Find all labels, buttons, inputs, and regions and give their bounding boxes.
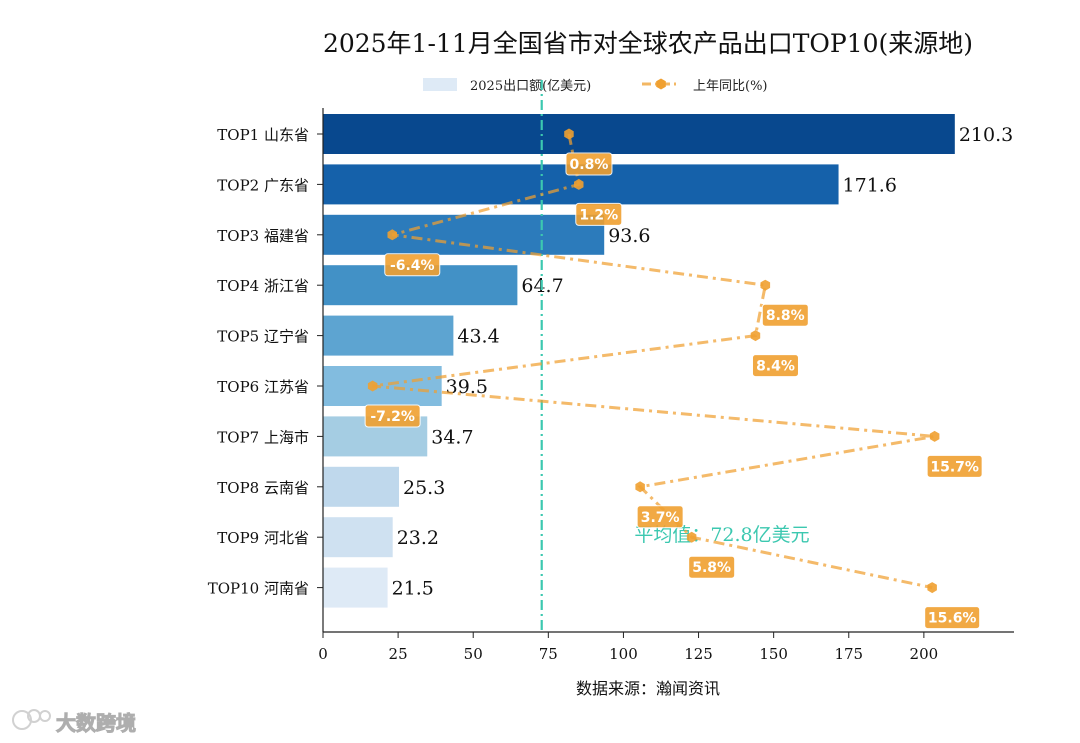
y-tick-label: TOP6 江苏省 bbox=[217, 378, 309, 396]
legend-label-yoy: 上年同比(%) bbox=[693, 79, 768, 94]
yoy-point bbox=[635, 481, 645, 493]
yoy-label-text: 3.7% bbox=[641, 510, 680, 526]
yoy-point bbox=[387, 229, 397, 241]
yoy-label-box bbox=[761, 303, 809, 327]
watermark: 大数跨境 bbox=[12, 709, 137, 736]
bar bbox=[323, 517, 393, 558]
x-tick-label: 0 bbox=[318, 645, 328, 663]
y-tick-label: TOP2 广东省 bbox=[217, 176, 309, 194]
bar bbox=[323, 567, 388, 608]
y-tick-label: TOP3 福建省 bbox=[217, 227, 309, 245]
yoy-line bbox=[372, 133, 935, 590]
average-label: 平均值：72.8亿美元 bbox=[634, 524, 809, 546]
y-tick-label: TOP1 山东省 bbox=[217, 126, 309, 144]
legend-label-export: 2025出口额(亿美元) bbox=[470, 79, 591, 94]
yoy-label-text: 0.8% bbox=[570, 157, 609, 173]
yoy-label: -7.2% bbox=[364, 404, 421, 428]
y-tick-label: TOP10 河南省 bbox=[208, 580, 309, 598]
yoy-label-box bbox=[751, 354, 799, 378]
bar-value-label: 34.7 bbox=[431, 426, 473, 448]
yoy-label: 8.8% bbox=[761, 303, 809, 327]
x-tick-label: 75 bbox=[539, 645, 558, 663]
watermark-logo-icon bbox=[12, 709, 51, 730]
watermark-text: 大数跨境 bbox=[56, 711, 136, 735]
yoy-label: 0.8% bbox=[565, 152, 613, 176]
bar-value-label: 43.4 bbox=[457, 326, 499, 348]
average-layer: 平均值：72.8亿美元 bbox=[540, 80, 810, 632]
yoy-point bbox=[686, 531, 697, 543]
yoy-label: -6.4% bbox=[384, 253, 441, 277]
y-tick-label: TOP7 上海市 bbox=[217, 428, 309, 446]
x-tick-label: 175 bbox=[834, 645, 863, 663]
x-tick-label: 50 bbox=[464, 645, 483, 663]
bar-value-label: 210.3 bbox=[959, 124, 1013, 146]
legend-marker-yoy bbox=[656, 78, 666, 90]
x-tick-label: 25 bbox=[389, 645, 408, 663]
yoy-label-text: 15.7% bbox=[930, 459, 979, 475]
yoy-label-box bbox=[636, 505, 684, 529]
y-tick-label: TOP9 河北省 bbox=[217, 529, 309, 547]
y-tick-label: TOP8 云南省 bbox=[217, 479, 309, 497]
yoy-label: 8.4% bbox=[751, 354, 799, 378]
yoy-label-box bbox=[924, 606, 981, 630]
bar-value-label: 93.6 bbox=[608, 225, 650, 247]
yoy-layer: 0.8% 1.2% -6.4% 8.8% 8.4% -7.2% 15.7% 3.7% 5.8% 1… bbox=[364, 128, 983, 630]
yoy-label-text: -6.4% bbox=[390, 258, 435, 274]
yoy-point bbox=[929, 430, 940, 442]
yoy-label-box bbox=[565, 152, 613, 176]
yoy-point bbox=[367, 380, 378, 392]
yoy-label: 15.7% bbox=[926, 454, 983, 478]
yoy-label: 15.6% bbox=[924, 606, 981, 630]
bar bbox=[323, 466, 400, 507]
x-tick-label: 200 bbox=[910, 645, 939, 663]
bar-value-label: 171.6 bbox=[843, 174, 897, 196]
yoy-label: 3.7% bbox=[636, 505, 684, 529]
x-tick-label: 100 bbox=[609, 645, 638, 663]
y-tick-label: TOP4 浙江省 bbox=[217, 277, 309, 295]
bars-layer: 210.3171.693.664.743.439.534.725.323.221… bbox=[323, 114, 1013, 608]
y-axis: TOP1 山东省 TOP2 广东省 TOP3 福建省 TOP4 浙江省 TOP5 辽宁省… bbox=[208, 108, 324, 632]
yoy-label-box bbox=[575, 202, 623, 226]
yoy-label-box bbox=[364, 404, 421, 428]
bar-value-label: 39.5 bbox=[446, 376, 488, 398]
yoy-label-box bbox=[926, 454, 983, 478]
yoy-point bbox=[750, 330, 761, 342]
yoy-label-text: 8.8% bbox=[766, 308, 805, 324]
x-axis-label: 数据来源：瀚闻资讯 bbox=[576, 679, 720, 698]
yoy-label-text: -7.2% bbox=[370, 409, 415, 425]
yoy-label-box bbox=[688, 555, 736, 579]
y-tick-label: TOP5 辽宁省 bbox=[217, 328, 309, 346]
yoy-label-text: 1.2% bbox=[579, 207, 618, 223]
yoy-label-text: 15.6% bbox=[928, 611, 977, 627]
bar-value-label: 25.3 bbox=[403, 477, 445, 499]
legend: 2025出口额(亿美元) 上年同比(%) bbox=[423, 78, 768, 94]
bar-value-label: 21.5 bbox=[392, 578, 434, 600]
yoy-label-text: 5.8% bbox=[692, 560, 731, 576]
yoy-point bbox=[927, 582, 937, 594]
legend-swatch-export bbox=[423, 78, 457, 91]
bar-value-label: 23.2 bbox=[397, 527, 439, 549]
yoy-label: 5.8% bbox=[688, 555, 736, 579]
yoy-label: 1.2% bbox=[575, 202, 623, 226]
yoy-point bbox=[564, 128, 574, 140]
yoy-point bbox=[574, 178, 584, 190]
x-tick-label: 150 bbox=[759, 645, 788, 663]
chart-title: 2025年1-11月全国省市对全球农产品出口TOP10(来源地) bbox=[323, 29, 973, 58]
bar bbox=[323, 114, 955, 154]
yoy-point bbox=[760, 279, 771, 291]
bar bbox=[323, 315, 454, 356]
yoy-label-text: 8.4% bbox=[756, 359, 795, 375]
x-tick-label: 125 bbox=[684, 645, 713, 663]
x-axis: 0 25 50 75 100 125 150 175 200 bbox=[318, 631, 1014, 663]
bar bbox=[323, 214, 605, 255]
yoy-label-box bbox=[384, 253, 441, 277]
